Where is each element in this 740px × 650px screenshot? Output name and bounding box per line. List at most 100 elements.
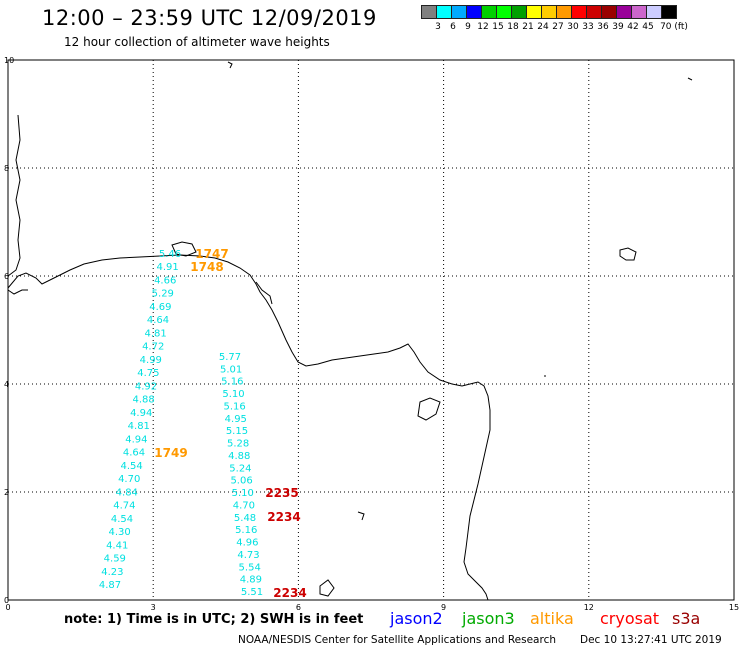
wave-height-value: 4.87 <box>99 580 121 591</box>
wave-height-value: 4.54 <box>120 461 142 472</box>
x-tick-label: 3 <box>151 603 156 612</box>
y-tick-label: 0 <box>4 596 9 605</box>
grid-lines <box>8 60 734 600</box>
wave-height-value: 4.69 <box>149 302 171 313</box>
wave-height-value: 4.81 <box>128 421 150 432</box>
color-scale-label: 45 <box>642 22 654 32</box>
wave-height-value: 4.91 <box>156 262 178 273</box>
wave-height-value: 4.88 <box>228 451 250 462</box>
wave-height-value: 5.01 <box>220 364 242 375</box>
pass-time-label: 2235 <box>265 486 298 500</box>
color-swatch <box>496 5 512 19</box>
wave-height-value: 4.92 <box>135 381 157 392</box>
credit-line: NOAA/NESDIS Center for Satellite Applica… <box>238 634 556 646</box>
color-scale-labels: 3 6 9 12 15 18 21 24 27 30 33 36 39 42 45 70 (ft) <box>421 22 740 34</box>
wave-height-value: 4.70 <box>118 474 140 485</box>
wave-height-value: 4.73 <box>237 550 259 561</box>
wave-height-value: 5.48 <box>234 513 256 524</box>
x-tick-label: 0 <box>5 603 10 612</box>
wave-height-value: 4.88 <box>132 395 154 406</box>
color-scale-label: 15 <box>492 22 504 32</box>
color-scale-label: 12 <box>477 22 489 32</box>
color-swatch <box>571 5 587 19</box>
generated-timestamp: Dec 10 13:27:41 UTC 2019 <box>580 634 722 646</box>
pass-time-label: 1749 <box>154 446 187 460</box>
wave-height-value: 5.15 <box>226 426 248 437</box>
wave-height-value: 4.81 <box>144 328 166 339</box>
wave-height-value: 5.06 <box>230 476 252 487</box>
wave-height-value: 4.96 <box>236 538 258 549</box>
color-swatch <box>661 5 677 19</box>
wave-height-value: 5.16 <box>235 525 257 536</box>
color-swatch <box>481 5 497 19</box>
page-title: 12:00 – 23:59 UTC 12/09/2019 <box>42 6 377 30</box>
color-scale-label: 42 <box>627 22 639 32</box>
color-scale-label: 33 <box>582 22 594 32</box>
wave-height-values: 5.46 4.91 4.66 5.29 4.69 4.64 4.81 4.72 4.99 4.75… <box>99 249 263 598</box>
color-scale-label: 24 <box>537 22 549 32</box>
wave-height-value: 5.29 <box>152 289 174 300</box>
color-swatch <box>646 5 662 19</box>
color-swatch <box>421 5 437 19</box>
x-tick-label: 9 <box>441 603 446 612</box>
wave-height-value: 5.51 <box>241 587 263 598</box>
wave-height-value: 4.59 <box>104 554 126 565</box>
pass-time-label: 2234 <box>267 510 300 524</box>
legend-jason3: jason3 <box>462 609 515 628</box>
color-scale <box>421 5 677 19</box>
color-swatch <box>556 5 572 19</box>
wave-height-value: 4.72 <box>142 342 164 353</box>
color-swatch <box>451 5 467 19</box>
y-tick-label: 8 <box>4 164 9 173</box>
wave-height-value: 4.94 <box>125 434 147 445</box>
color-scale-label: 70 (ft) <box>660 22 688 32</box>
pass-time-label: 1747 <box>195 247 228 261</box>
color-scale-label: 18 <box>507 22 519 32</box>
wave-height-value: 5.28 <box>227 439 249 450</box>
y-tick-label: 10 <box>4 56 14 65</box>
legend-s3a: s3a <box>672 609 701 628</box>
color-swatch <box>436 5 452 19</box>
color-swatch <box>526 5 542 19</box>
wave-height-value: 5.10 <box>232 488 254 499</box>
color-swatch <box>601 5 617 19</box>
axis-ticks: 0 3 6 9 12 15 0 2 4 6 8 10 <box>4 56 739 612</box>
wave-height-value: 5.46 <box>159 249 181 260</box>
color-scale-label: 36 <box>597 22 609 32</box>
color-swatch <box>586 5 602 19</box>
pass-time-label: 1748 <box>190 260 223 274</box>
color-swatch <box>511 5 527 19</box>
wave-height-value: 5.16 <box>223 401 245 412</box>
wave-height-value: 4.30 <box>108 527 130 538</box>
wave-height-value: 4.66 <box>154 275 176 286</box>
color-swatch <box>541 5 557 19</box>
wave-height-value: 4.54 <box>111 514 133 525</box>
wave-height-value: 4.74 <box>113 501 135 512</box>
y-tick-label: 6 <box>4 272 9 281</box>
color-scale-label: 21 <box>522 22 534 32</box>
plot-frame <box>7 59 735 601</box>
color-swatch <box>466 5 482 19</box>
wave-height-value: 4.23 <box>101 567 123 578</box>
wave-height-value: 4.64 <box>123 448 145 459</box>
color-swatch <box>616 5 632 19</box>
wave-height-value: 4.70 <box>233 500 255 511</box>
wave-height-value: 5.16 <box>221 377 243 388</box>
wave-height-value: 4.84 <box>116 487 138 498</box>
wave-height-value: 4.64 <box>147 315 169 326</box>
color-swatch <box>631 5 647 19</box>
wave-height-value: 5.77 <box>219 352 241 363</box>
y-tick-label: 4 <box>4 380 9 389</box>
wave-height-value: 4.99 <box>140 355 162 366</box>
x-tick-label: 15 <box>729 603 739 612</box>
wave-height-value: 4.75 <box>137 368 159 379</box>
wave-height-value: 4.95 <box>225 414 247 425</box>
wave-height-value: 5.10 <box>222 389 244 400</box>
color-scale-label: 30 <box>567 22 579 32</box>
wave-height-value: 5.24 <box>229 463 251 474</box>
color-scale-label: 6 <box>450 22 456 32</box>
color-scale-label: 3 <box>435 22 441 32</box>
pass-time-label: 2234 <box>273 586 306 600</box>
color-scale-label: 39 <box>612 22 624 32</box>
